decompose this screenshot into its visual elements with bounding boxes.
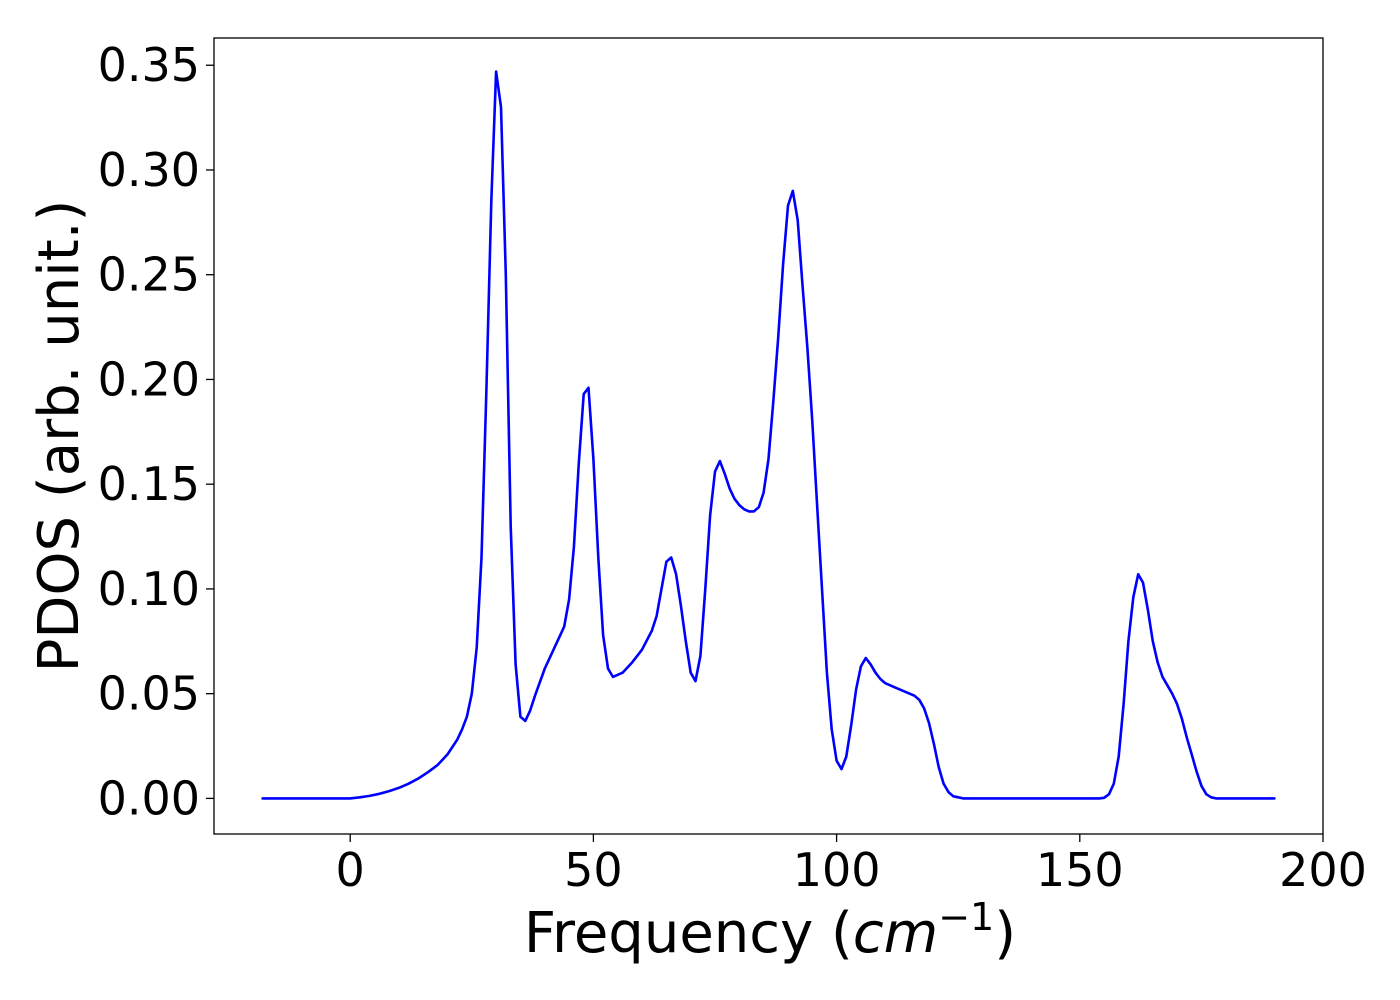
x-axis-title-exponent: −1 xyxy=(938,895,994,939)
y-tick-label: 0.30 xyxy=(98,143,200,197)
x-axis-title: Frequency (cm−1) xyxy=(524,895,1016,966)
x-tick-label: 0 xyxy=(336,843,365,897)
x-tick-label: 150 xyxy=(1036,843,1124,897)
y-tick-label: 0.05 xyxy=(98,667,200,721)
y-tick-label: 0.35 xyxy=(98,38,200,92)
x-axis-title-unit: cm xyxy=(853,901,938,966)
plot-frame xyxy=(213,37,1324,835)
y-tick-label: 0.20 xyxy=(98,352,200,406)
y-tick-label: 0.25 xyxy=(98,248,200,302)
y-axis: 0.00 0.05 0.10 0.15 0.20 0.25 0.30 0.35 xyxy=(98,38,214,825)
x-axis: 0 50 100 150 200 xyxy=(336,834,1367,897)
x-axis-title-close: ) xyxy=(994,901,1016,966)
x-tick-label: 100 xyxy=(793,843,881,897)
series-layer xyxy=(261,70,1276,800)
x-axis-title-text: Frequency ( xyxy=(524,901,853,966)
x-tick-label: 200 xyxy=(1279,843,1367,897)
y-axis-title: PDOS (arb. unit.) xyxy=(27,200,92,673)
x-tick-label: 50 xyxy=(564,843,623,897)
y-tick-label: 0.10 xyxy=(98,562,200,616)
y-tick-label: 0.15 xyxy=(98,457,200,511)
y-tick-label: 0.00 xyxy=(98,771,200,825)
pdos-series-line xyxy=(261,70,1276,800)
